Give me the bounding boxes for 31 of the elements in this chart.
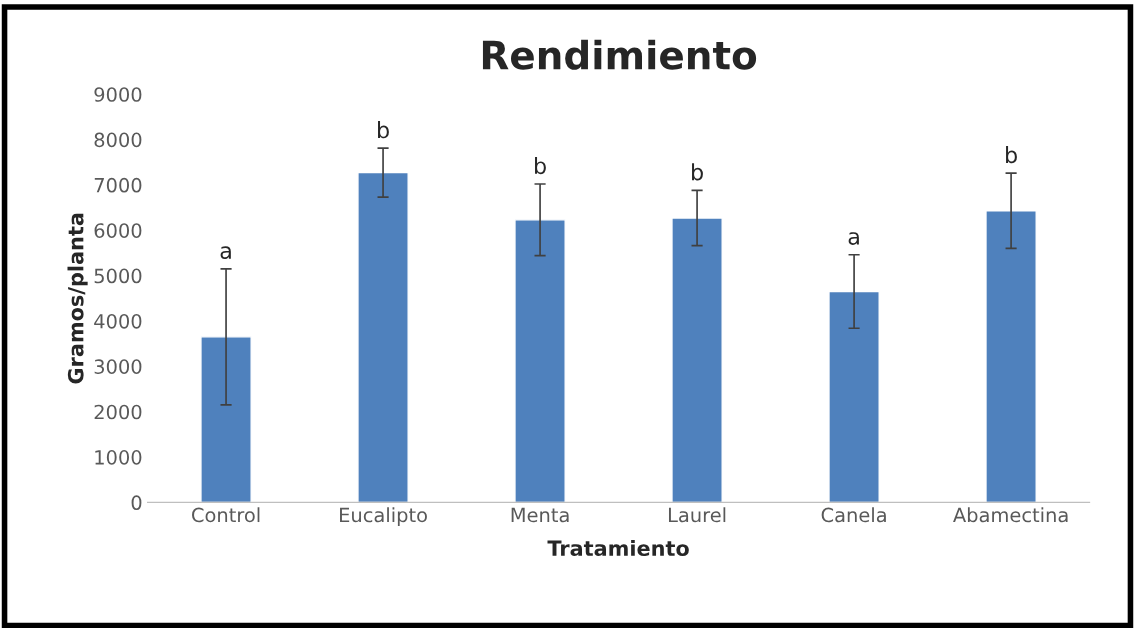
y-tick-label: 9000	[94, 87, 142, 102]
y-tick-label: 5000	[94, 268, 142, 284]
y-tick-label: 4000	[94, 313, 142, 329]
x-tick-label: Laurel	[668, 507, 726, 523]
annotation: b	[692, 163, 703, 181]
y-tick-label: 8000	[94, 132, 142, 148]
y-tick-label: 3000	[94, 359, 142, 374]
y-tick-label: 6000	[94, 223, 142, 238]
y-axis-title: Gramos/planta	[67, 213, 88, 384]
x-tick-label: Control	[192, 507, 260, 523]
annotation: b	[535, 156, 546, 175]
x-tick-label: Eucalipto	[340, 507, 427, 527]
x-tick-label: Abamectina	[953, 507, 1068, 523]
bar	[514, 219, 566, 503]
annotation: a	[220, 246, 231, 259]
chart-title: Rendimiento	[482, 39, 757, 70]
bar	[671, 217, 723, 503]
bar	[357, 171, 409, 503]
bar	[828, 290, 880, 503]
annotation: a	[848, 232, 859, 245]
x-tick-label: Canela	[821, 507, 886, 523]
x-axis-title: Tratamiento	[547, 539, 689, 557]
annotation: b	[378, 121, 389, 139]
x-tick-label: Menta	[511, 507, 569, 523]
annotation: b	[1006, 146, 1017, 164]
bar	[985, 210, 1037, 503]
y-tick-label: 7000	[94, 177, 142, 193]
bar	[200, 336, 252, 503]
y-tick-label: 0	[131, 495, 142, 511]
y-tick-label: 1000	[95, 450, 142, 465]
y-tick-label: 2000	[94, 404, 142, 420]
